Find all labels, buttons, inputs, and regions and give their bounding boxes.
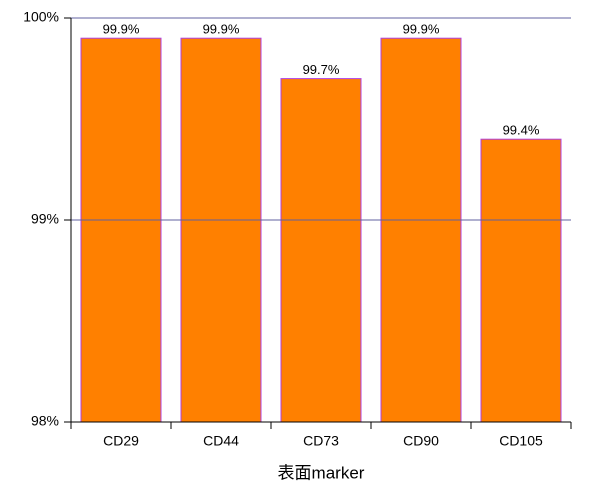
value-label: 99.9%	[403, 22, 440, 37]
bar	[280, 78, 362, 423]
bar	[180, 37, 262, 423]
x-axis-title: 表面marker	[278, 463, 365, 482]
value-label: 99.7%	[303, 62, 340, 77]
y-tick-label: 99%	[31, 211, 59, 227]
bar	[80, 37, 162, 423]
y-tick-label: 100%	[23, 9, 59, 25]
x-tick-label: CD105	[499, 433, 543, 449]
value-label: 99.4%	[503, 123, 540, 138]
bar	[480, 138, 562, 423]
x-tick-label: CD73	[303, 433, 339, 449]
x-tick-label: CD44	[203, 433, 239, 449]
value-label: 99.9%	[103, 22, 140, 37]
bar	[380, 37, 462, 423]
x-tick-label: CD29	[103, 433, 139, 449]
value-label: 99.9%	[203, 22, 240, 37]
x-tick-label: CD90	[403, 433, 439, 449]
y-tick-label: 98%	[31, 413, 59, 429]
